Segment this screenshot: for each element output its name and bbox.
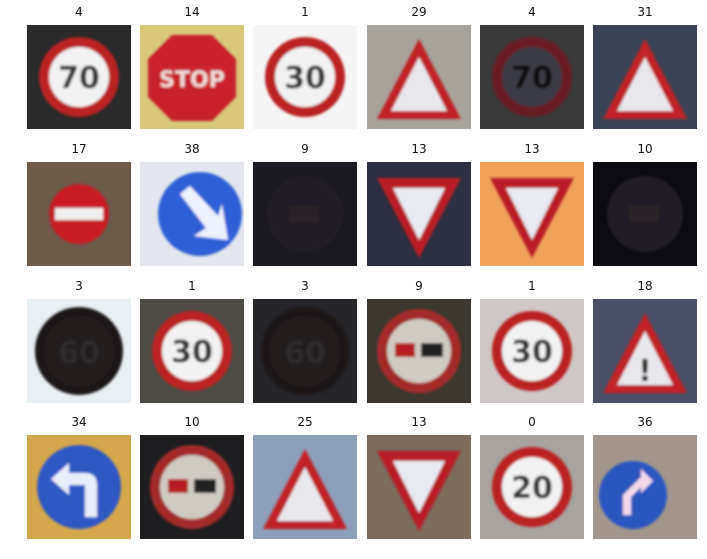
traffic-sign-image xyxy=(593,435,697,539)
traffic-sign-image: 30 xyxy=(480,299,584,403)
svg-text:70: 70 xyxy=(58,61,100,96)
traffic-sign-image xyxy=(367,435,471,539)
class-label: 9 xyxy=(415,279,423,293)
class-label: 14 xyxy=(184,5,200,19)
traffic-sign-image xyxy=(480,162,584,266)
traffic-sign-image xyxy=(593,162,697,266)
class-label: 31 xyxy=(637,5,653,19)
traffic-sign-image: 30 xyxy=(140,299,244,403)
class-label: 34 xyxy=(71,415,87,429)
class-label: 3 xyxy=(75,279,83,293)
svg-text:30: 30 xyxy=(171,335,213,370)
class-label: 0 xyxy=(528,415,536,429)
traffic-sign-image xyxy=(593,25,697,129)
svg-text:STOP: STOP xyxy=(159,68,225,93)
class-label: 9 xyxy=(301,142,309,156)
traffic-sign-image: ! xyxy=(593,299,697,403)
class-label: 25 xyxy=(297,415,313,429)
class-label: 10 xyxy=(637,142,653,156)
class-label: 4 xyxy=(75,5,83,19)
class-label: 17 xyxy=(71,142,87,156)
class-label: 13 xyxy=(411,415,427,429)
svg-text:30: 30 xyxy=(284,61,326,96)
svg-text:20: 20 xyxy=(511,471,553,506)
traffic-sign-image xyxy=(27,162,131,266)
traffic-sign-image xyxy=(27,435,131,539)
class-label: 1 xyxy=(528,279,536,293)
traffic-sign-image xyxy=(253,162,357,266)
traffic-sign-image: 30 xyxy=(253,25,357,129)
traffic-sign-image: 70 xyxy=(480,25,584,129)
class-label: 10 xyxy=(184,415,200,429)
class-label: 13 xyxy=(411,142,427,156)
traffic-sign-image xyxy=(140,162,244,266)
traffic-sign-image xyxy=(367,299,471,403)
class-label: 29 xyxy=(411,5,427,19)
class-label: 13 xyxy=(524,142,540,156)
traffic-sign-image xyxy=(367,25,471,129)
svg-text:70: 70 xyxy=(511,61,553,96)
class-label: 1 xyxy=(301,5,309,19)
traffic-sign-image xyxy=(253,435,357,539)
traffic-sign-image: STOP xyxy=(140,25,244,129)
traffic-sign-image xyxy=(140,435,244,539)
class-label: 4 xyxy=(528,5,536,19)
svg-text:!: ! xyxy=(638,354,652,389)
class-label: 38 xyxy=(184,142,200,156)
traffic-sign-image: 20 xyxy=(480,435,584,539)
traffic-sign-image xyxy=(367,162,471,266)
traffic-sign-image: 60 xyxy=(27,299,131,403)
class-label: 1 xyxy=(188,279,196,293)
class-label: 3 xyxy=(301,279,309,293)
traffic-sign-image: 70 xyxy=(27,25,131,129)
class-label: 18 xyxy=(637,279,653,293)
traffic-sign-image: 60 xyxy=(253,299,357,403)
svg-text:30: 30 xyxy=(511,335,553,370)
svg-text:60: 60 xyxy=(284,336,326,371)
svg-text:60: 60 xyxy=(58,336,100,371)
class-label: 36 xyxy=(637,415,653,429)
